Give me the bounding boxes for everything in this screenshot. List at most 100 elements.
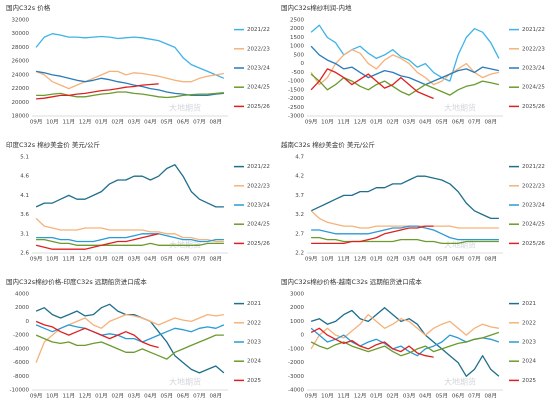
x-tick-label: 10月 bbox=[46, 119, 59, 126]
x-tick-label: 11月 bbox=[63, 119, 76, 126]
y-tick-label: 2000 bbox=[290, 26, 304, 32]
y-tick-label: 4.2 bbox=[295, 174, 304, 180]
y-tick-label: -1000 bbox=[288, 346, 304, 352]
legend-label: 2021/22 bbox=[247, 164, 270, 170]
legend-label: 2022/23 bbox=[522, 183, 545, 189]
y-tick-label: 3.7 bbox=[295, 193, 304, 199]
y-tick-label: 3000 bbox=[290, 292, 304, 298]
x-tick-label: 12月 bbox=[79, 393, 92, 400]
x-tick-label: 11月 bbox=[63, 256, 76, 263]
series-line bbox=[310, 210, 499, 229]
legend-label: 2022/23 bbox=[522, 46, 545, 52]
x-tick-label: 01月 bbox=[370, 393, 383, 400]
x-tick-label: 05月 bbox=[436, 256, 449, 263]
y-tick-label: -2000 bbox=[288, 96, 304, 102]
x-tick-label: 04月 bbox=[419, 119, 432, 126]
x-tick-label: 05月 bbox=[436, 393, 449, 400]
y-tick-label: -2000 bbox=[13, 333, 29, 339]
x-tick-label: 12月 bbox=[354, 256, 367, 263]
x-tick-label: 10月 bbox=[321, 256, 334, 263]
legend-label: 2024 bbox=[247, 359, 261, 365]
series-line bbox=[35, 320, 159, 349]
x-tick-label: 02月 bbox=[112, 119, 125, 126]
legend-label: 2023/24 bbox=[247, 66, 270, 72]
series-line bbox=[35, 33, 225, 79]
x-tick-label: 07月 bbox=[468, 393, 481, 400]
legend-label: 2022 bbox=[522, 320, 536, 326]
y-tick-label: 24000 bbox=[12, 72, 30, 78]
x-tick-label: 10月 bbox=[321, 393, 334, 400]
y-tick-label: -2500 bbox=[288, 105, 304, 111]
y-tick-label: 1000 bbox=[290, 319, 304, 325]
x-tick-label: 08月 bbox=[210, 393, 223, 400]
y-tick-label: -1000 bbox=[288, 79, 304, 85]
y-tick-label: -2000 bbox=[288, 360, 304, 366]
x-tick-label: 02月 bbox=[387, 119, 400, 126]
watermark: 大地期货 bbox=[444, 103, 476, 113]
x-tick-label: 10月 bbox=[46, 256, 59, 263]
x-tick-label: 12月 bbox=[354, 393, 367, 400]
x-tick-label: 02月 bbox=[112, 256, 125, 263]
x-tick-label: 11月 bbox=[338, 119, 351, 126]
x-tick-label: 06月 bbox=[452, 393, 465, 400]
legend-label: 2025/26 bbox=[522, 104, 545, 110]
x-tick-label: 02月 bbox=[387, 256, 400, 263]
x-tick-label: 08月 bbox=[485, 256, 498, 263]
y-tick-label: 30000 bbox=[12, 31, 30, 37]
y-tick-label: -4000 bbox=[288, 388, 304, 394]
y-tick-label: 0 bbox=[301, 333, 305, 339]
y-tick-label: 5.1 bbox=[20, 155, 29, 161]
series-line bbox=[311, 225, 499, 241]
series-line bbox=[310, 73, 500, 96]
series-line bbox=[310, 175, 499, 220]
y-tick-label: -8000 bbox=[13, 374, 29, 380]
chart-title: 国内C32s 价格 bbox=[6, 3, 51, 12]
x-tick-label: 04月 bbox=[419, 256, 432, 263]
legend-label: 2022/23 bbox=[247, 46, 270, 52]
x-tick-label: 06月 bbox=[177, 256, 190, 263]
x-tick-label: 02月 bbox=[387, 393, 400, 400]
x-tick-label: 03月 bbox=[403, 256, 416, 263]
y-tick-label: 28000 bbox=[12, 45, 30, 51]
x-tick-label: 06月 bbox=[177, 393, 190, 400]
x-tick-label: 03月 bbox=[128, 119, 141, 126]
legend-label: 2021/22 bbox=[522, 164, 545, 170]
series-line bbox=[35, 324, 225, 343]
x-tick-label: 10月 bbox=[321, 119, 334, 126]
legend-label: 2024/25 bbox=[522, 222, 545, 228]
y-tick-label: 2500 bbox=[290, 18, 304, 24]
y-tick-label: 500 bbox=[294, 52, 305, 58]
y-tick-label: 4000 bbox=[15, 292, 29, 298]
y-tick-label: 32000 bbox=[12, 18, 30, 24]
series-line bbox=[35, 164, 224, 208]
y-tick-label: -10000 bbox=[10, 388, 30, 394]
x-tick-label: 03月 bbox=[403, 119, 416, 126]
watermark: 大地期货 bbox=[169, 103, 201, 113]
y-tick-label: 1000 bbox=[290, 44, 304, 50]
y-tick-label: 18000 bbox=[12, 114, 30, 120]
series-line bbox=[36, 83, 159, 100]
legend-label: 2023/24 bbox=[522, 66, 545, 72]
y-tick-label: 20000 bbox=[12, 100, 30, 106]
y-tick-label: -500 bbox=[292, 70, 305, 76]
legend-label: 2024/25 bbox=[247, 85, 270, 91]
y-tick-label: -4000 bbox=[13, 346, 29, 352]
series-line bbox=[310, 327, 434, 358]
legend-label: 2024/25 bbox=[247, 222, 270, 228]
series-line bbox=[35, 70, 224, 97]
series-line bbox=[35, 217, 224, 243]
x-tick-label: 05月 bbox=[161, 119, 174, 126]
series-line bbox=[310, 49, 500, 86]
chart-title: 国内C32s棉纱价格-印度C32s 远期船货进口成本 bbox=[6, 277, 147, 286]
x-tick-label: 10月 bbox=[46, 393, 59, 400]
legend-label: 2025/26 bbox=[247, 241, 270, 247]
x-tick-label: 01月 bbox=[370, 256, 383, 263]
x-tick-label: 05月 bbox=[161, 393, 174, 400]
y-tick-label: 0 bbox=[26, 319, 30, 325]
series-line bbox=[310, 313, 500, 350]
x-tick-label: 08月 bbox=[485, 119, 498, 126]
y-tick-label: 3.2 bbox=[295, 212, 304, 218]
x-tick-label: 11月 bbox=[338, 393, 351, 400]
x-tick-label: 08月 bbox=[210, 119, 223, 126]
x-tick-label: 11月 bbox=[338, 256, 351, 263]
